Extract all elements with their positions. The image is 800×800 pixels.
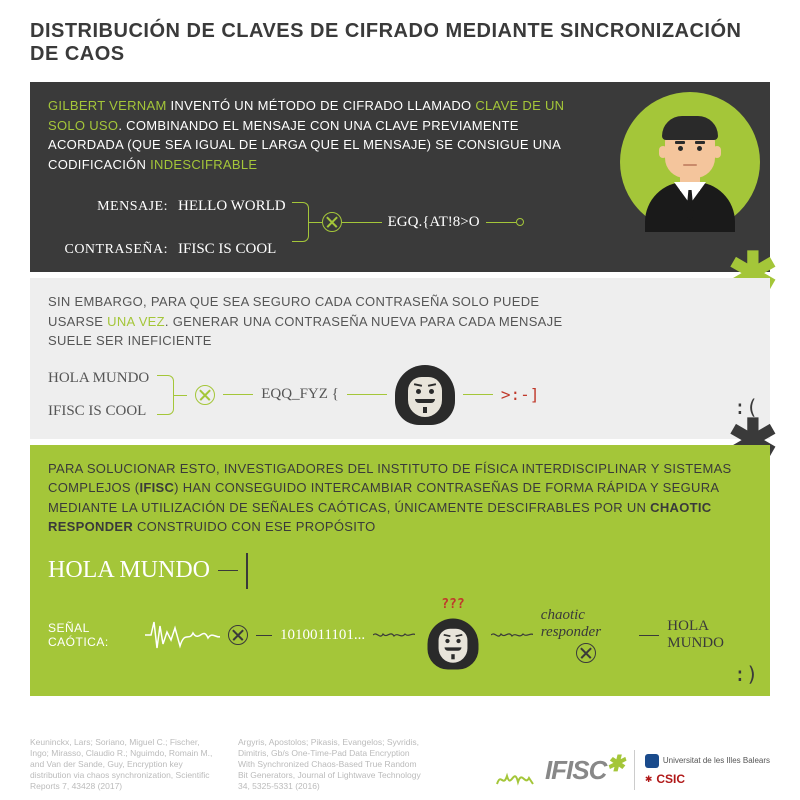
logos: IFISC✱ Universitat de les Illes Balears …: [495, 748, 770, 792]
panel-vernam: GILBERT VERNAM INVENTÓ UN MÉTODO DE CIFR…: [30, 82, 770, 272]
p3-output: HOLA MUNDO: [667, 618, 752, 652]
ref-2: Argyris, Apostolos; Pikasis, Evangelos; …: [238, 737, 428, 792]
value-mensaje: HELLO WORLD: [178, 198, 286, 215]
chaos-signal-icon: [145, 618, 220, 652]
signal-label: SEÑAL CAÓTICA:: [48, 621, 137, 649]
universitat-logo: Universitat de les Illes Balears: [645, 754, 770, 768]
panel-solution: PARA SOLUCIONAR ESTO, INVESTIGADORES DEL…: [30, 445, 770, 696]
hacker-success: >:-]: [501, 385, 540, 404]
happy-face-icon: :): [734, 662, 758, 686]
xor-icon: [322, 212, 342, 232]
vernam-name: GILBERT VERNAM: [48, 98, 167, 113]
page-title: DISTRIBUCIÓN DE CLAVES DE CIFRADO MEDIAN…: [0, 0, 800, 76]
ifisc-wave-icon: [495, 748, 535, 792]
avatar-vernam: [620, 92, 760, 232]
p2-msg: HOLA MUNDO: [48, 370, 149, 387]
p2-cipher: EQQ_FYZ {: [261, 386, 339, 403]
solution-text: PARA SOLUCIONAR ESTO, INVESTIGADORES DEL…: [48, 459, 748, 537]
noise-signal-icon: [373, 625, 415, 645]
problem-text: SIN EMBARGO, PARA QUE SEA SEGURO CADA CO…: [48, 292, 588, 351]
hacker-avatar: [427, 618, 478, 669]
p2-pwd: IFISC IS COOL: [48, 403, 149, 420]
word-indescifrable: INDESCIFRABLE: [150, 157, 257, 172]
noise-signal-icon: [491, 625, 533, 645]
footer: Keuninckx, Lars; Soriano, Miguel C.; Fis…: [30, 737, 770, 792]
xor-icon: [576, 643, 596, 663]
p3-msg: HOLA MUNDO: [48, 557, 210, 584]
csic-logo: ✱ CSIC: [645, 772, 770, 786]
word-once: UNA VEZ: [107, 314, 165, 329]
chaotic-responder-label: chaotic responder: [541, 607, 632, 641]
hacker-fail: ???: [441, 597, 464, 612]
ifisc-logo: IFISC✱: [545, 755, 624, 786]
label-mensaje: MENSAJE:: [48, 199, 168, 215]
vernam-text: GILBERT VERNAM INVENTÓ UN MÉTODO DE CIFR…: [48, 96, 588, 174]
label-password: CONTRASEÑA:: [48, 242, 168, 258]
endpoint-icon: [516, 218, 524, 226]
xor-icon: [228, 625, 248, 645]
panel-problem: SIN EMBARGO, PARA QUE SEA SEGURO CADA CO…: [30, 278, 770, 439]
value-password: IFISC IS COOL: [178, 241, 276, 258]
xor-icon: [195, 385, 215, 405]
p3-bits: 1010011101...: [280, 627, 365, 644]
ref-1: Keuninckx, Lars; Soriano, Miguel C.; Fis…: [30, 737, 220, 792]
value-cipher: EGQ.{AT!8>O: [388, 214, 480, 231]
references: Keuninckx, Lars; Soriano, Miguel C.; Fis…: [30, 737, 428, 792]
ifisc-name: IFISC: [139, 480, 174, 495]
hacker-avatar: [395, 365, 455, 425]
